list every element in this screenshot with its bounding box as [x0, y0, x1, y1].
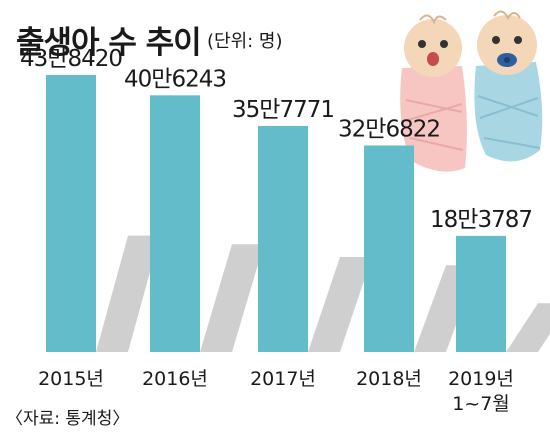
bar-shadow	[200, 244, 264, 352]
x-axis-labels: 2015년 2016년 2017년 2018년 2019년 1~7월	[38, 368, 514, 415]
x-tick-label: 2015년	[38, 368, 104, 390]
bar-shadow	[96, 235, 160, 352]
crying-baby-icon	[400, 14, 467, 172]
bar	[150, 95, 200, 352]
value-label: 35만7771	[232, 97, 334, 123]
value-label: 43만8420	[20, 46, 122, 72]
baby-with-pacifier-icon	[474, 10, 543, 162]
babies-illustration	[400, 10, 543, 172]
unit-note: (단위: 명)	[207, 31, 283, 52]
value-label: 18만3787	[430, 207, 532, 233]
x-tick-label: 1~7월	[452, 393, 510, 415]
bar	[456, 235, 506, 352]
source-note: 〈자료: 통계청〉	[6, 409, 130, 429]
bars	[46, 75, 506, 352]
bar-shadow	[308, 257, 372, 352]
x-tick-label: 2018년	[356, 368, 422, 390]
bar-shadows	[96, 235, 550, 352]
bar	[46, 75, 96, 352]
bar	[364, 145, 414, 352]
x-tick-label: 2019년	[448, 368, 514, 390]
value-label: 40만6243	[124, 66, 226, 92]
chart-title: 출생아 수 추이	[16, 25, 202, 61]
bar	[258, 125, 308, 352]
value-label: 32만6822	[338, 117, 440, 143]
bar-shadow	[506, 303, 550, 352]
x-tick-label: 2017년	[250, 368, 316, 390]
x-tick-label: 2016년	[142, 368, 208, 390]
